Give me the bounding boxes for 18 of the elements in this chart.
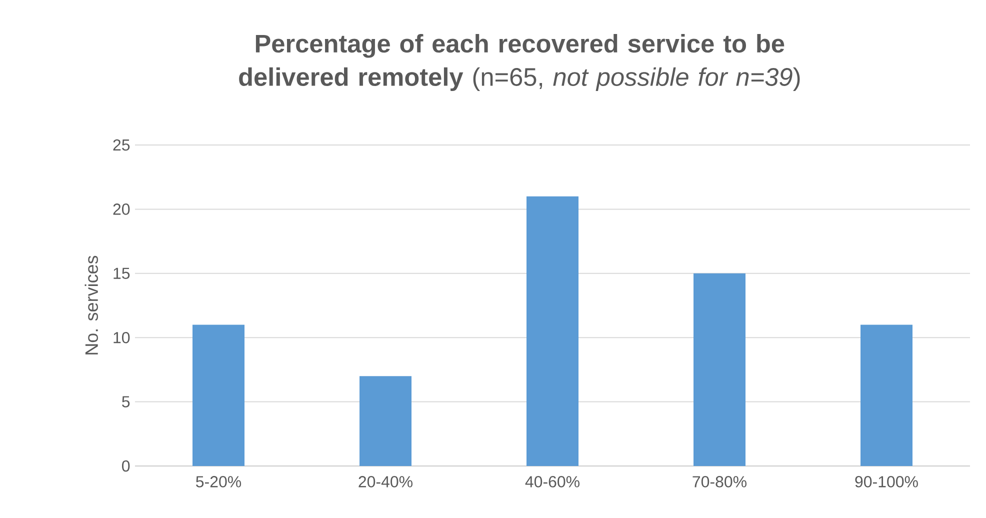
y-axis-title: No. services (84, 256, 98, 354)
y-tick-label: 20 (113, 204, 130, 215)
x-tick-label: 90-100% (855, 476, 918, 488)
bar (526, 196, 578, 466)
x-tick-label: 40-60% (525, 476, 580, 488)
x-tick-label: 20-40% (358, 476, 412, 488)
bar (694, 273, 746, 466)
x-tick-label: 70-80% (692, 476, 746, 488)
y-tick-label: 5 (122, 396, 130, 408)
y-tick-label: 15 (114, 268, 130, 279)
y-tick-label: 10 (114, 332, 130, 344)
bar (192, 324, 244, 466)
y-tick-label: 0 (122, 460, 130, 472)
y-tick-label: 25 (113, 139, 130, 151)
bar (360, 376, 412, 466)
chart-title: Percentage of each recovered service to be delivered remotely (n=65, not possible for n=39) (239, 34, 800, 91)
x-tick-label: 5-20% (196, 476, 242, 488)
bar (860, 324, 912, 466)
